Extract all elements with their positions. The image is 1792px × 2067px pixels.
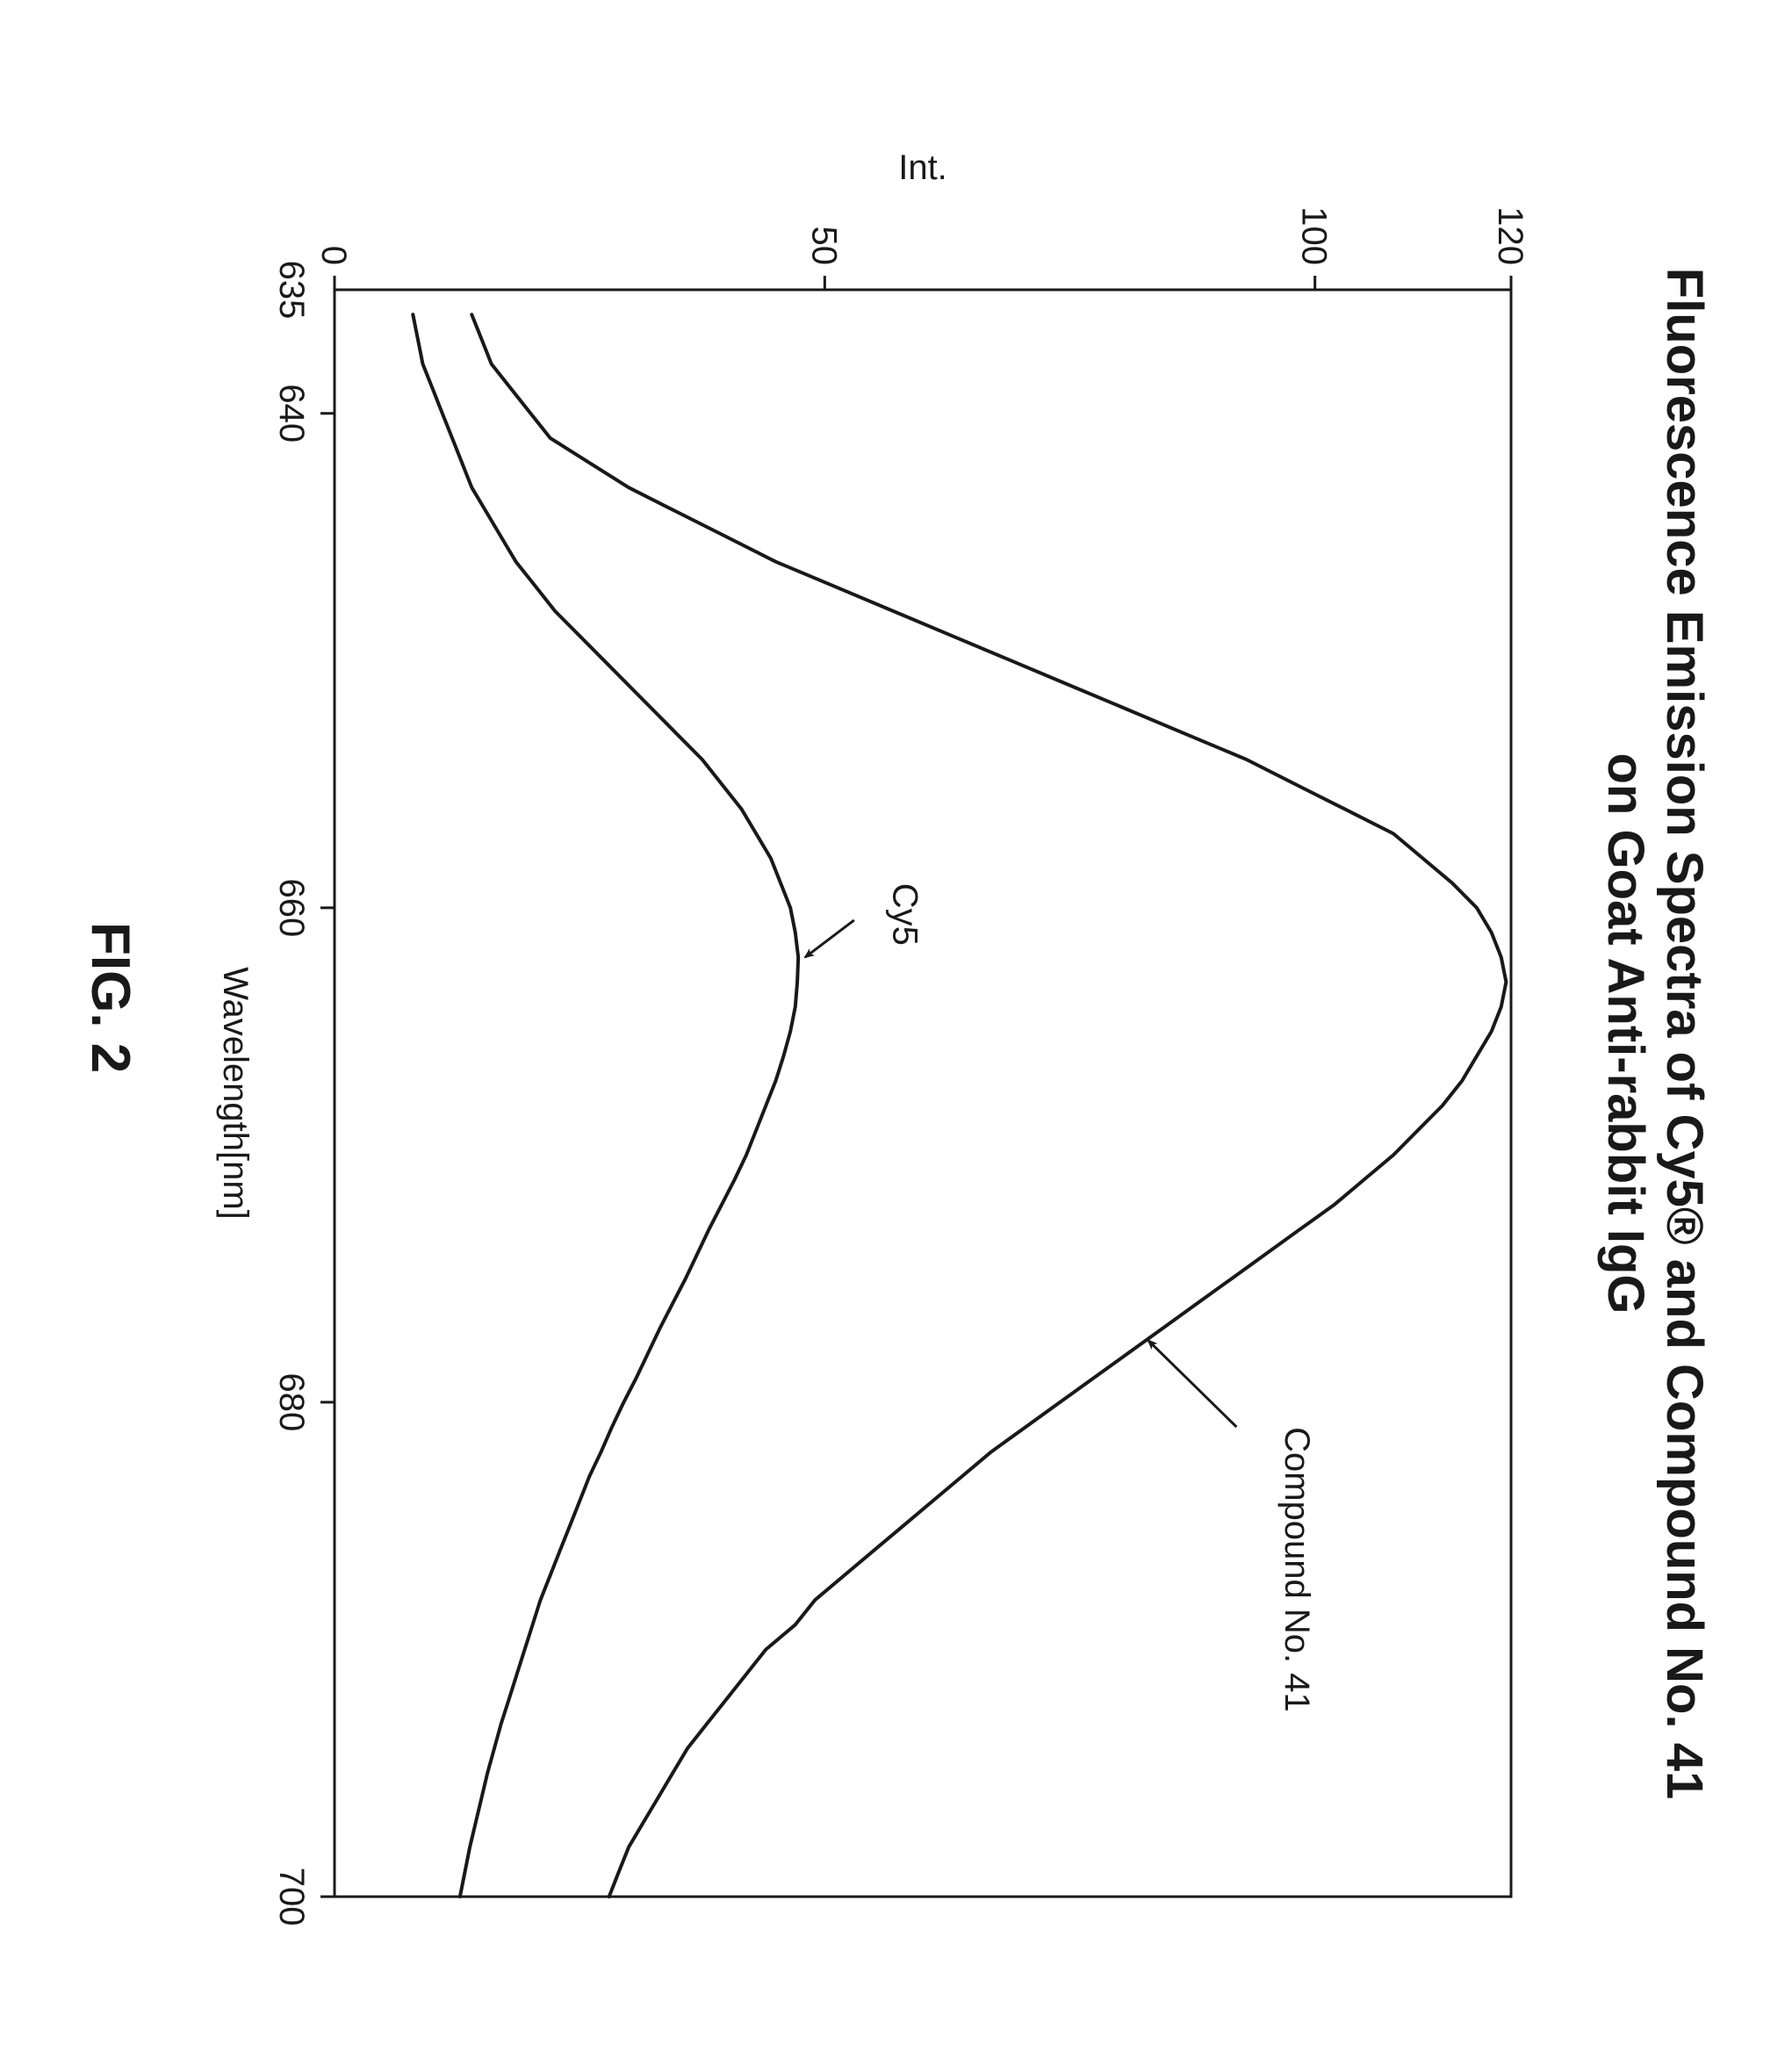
series-compound-no.-41 xyxy=(471,314,1506,1897)
y-tick-label: 100 xyxy=(1295,206,1334,265)
rotated-canvas: Fluorescence Emission Spectra of Cy5® an… xyxy=(0,0,1792,2067)
x-tick-label: 640 xyxy=(272,384,311,443)
y-axis-label: Int. xyxy=(898,148,947,187)
y-tick-label: 0 xyxy=(314,246,353,265)
chart-svg: 640 660 680 700 6350 50 100 120 Wavelength[nm] In… xyxy=(0,0,1792,2067)
page-root: Fluorescence Emission Spectra of Cy5® an… xyxy=(0,0,1792,2067)
figure-label: FIG. 2 xyxy=(79,922,141,1073)
chart-plot-area: 640 660 680 700 6350 50 100 120 Wavelength[nm] In… xyxy=(0,0,1792,2067)
series-annotation-label: Cy5 xyxy=(886,883,925,946)
series-annotation-arrow xyxy=(805,920,854,957)
series-cy5 xyxy=(413,314,798,1897)
x-axis-label: Wavelength[nm] xyxy=(216,967,255,1220)
x-tick-label: 660 xyxy=(272,878,311,937)
series-annotation-arrow xyxy=(1148,1341,1237,1428)
series-annotation-label: Compound No. 41 xyxy=(1277,1427,1316,1712)
y-tick-label: 120 xyxy=(1491,206,1529,265)
y-tick-label: 50 xyxy=(804,227,843,266)
x-tick-label: 700 xyxy=(272,1868,311,1927)
x-tick-label: 680 xyxy=(272,1373,311,1432)
x-origin-label: 635 xyxy=(272,261,311,320)
axis-frame xyxy=(335,290,1511,1897)
